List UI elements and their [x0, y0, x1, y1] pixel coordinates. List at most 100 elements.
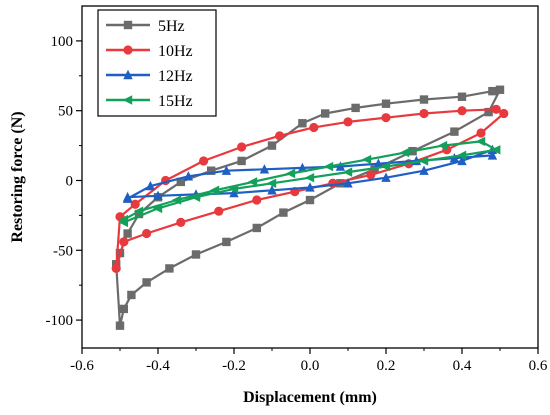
data-point: [380, 161, 391, 172]
data-point: [118, 214, 128, 225]
data-point: [252, 195, 262, 205]
x-tick-label: -0.6: [70, 358, 94, 374]
data-point: [119, 304, 128, 314]
y-tick-label: -50: [53, 243, 73, 259]
data-point: [298, 119, 307, 128]
data-point: [419, 108, 429, 119]
data-point: [418, 156, 429, 166]
y-tick-label: 50: [58, 104, 73, 120]
data-point: [366, 170, 376, 180]
data-point: [381, 172, 391, 182]
data-point: [267, 185, 277, 195]
data-point: [214, 206, 224, 216]
data-point: [285, 168, 296, 179]
x-tick-label: 0.4: [453, 358, 472, 374]
data-point: [134, 209, 144, 219]
y-tick-label: 100: [51, 34, 74, 50]
data-point: [361, 154, 372, 165]
data-point: [222, 237, 231, 247]
legend-item-15hz: 15Hz: [106, 93, 193, 110]
x-tick-label: -0.2: [222, 358, 246, 374]
data-point: [209, 185, 220, 195]
data-point: [419, 165, 429, 175]
data-point: [321, 109, 330, 118]
data-point: [183, 171, 194, 181]
data-point: [309, 122, 319, 133]
data-point: [142, 278, 151, 287]
data-point: [343, 117, 353, 127]
data-point: [335, 161, 346, 171]
data-point: [259, 164, 270, 174]
x-tick-label: -0.4: [146, 358, 170, 374]
data-point: [456, 150, 467, 161]
data-point: [176, 177, 185, 187]
data-point: [142, 228, 152, 239]
data-point: [279, 208, 288, 217]
series-line: [115, 88, 502, 326]
data-point: [457, 92, 467, 101]
data-point: [123, 229, 132, 238]
data-point: [123, 20, 133, 30]
data-point: [153, 190, 163, 201]
series-12hz: [122, 144, 498, 203]
legend-item-10hz: 10Hz: [106, 43, 193, 60]
data-point: [323, 161, 334, 172]
data-point: [343, 178, 353, 188]
legend-label: 15Hz: [158, 93, 193, 110]
series-layer: [111, 85, 509, 330]
data-point: [228, 184, 239, 194]
data-point: [127, 290, 136, 300]
data-point: [381, 99, 391, 108]
data-point: [450, 127, 459, 136]
data-point: [122, 193, 133, 203]
data-point: [491, 145, 501, 155]
data-point: [229, 187, 239, 198]
data-point: [419, 95, 429, 104]
data-point: [191, 250, 201, 259]
y-axis-ticks: -100 -50 0 50 100: [46, 34, 82, 329]
data-point: [190, 192, 201, 202]
data-point: [123, 69, 133, 80]
data-point: [499, 108, 509, 119]
data-point: [399, 147, 410, 158]
data-point: [199, 156, 209, 166]
data-point: [370, 165, 379, 174]
data-point: [267, 141, 277, 150]
data-point: [275, 131, 285, 141]
legend-item-5hz: 5Hz: [106, 18, 185, 35]
legend-label: 10Hz: [158, 43, 193, 60]
y-tick-label: 0: [66, 173, 74, 189]
data-point: [351, 103, 360, 113]
data-point: [152, 203, 163, 214]
x-tick-label: 0.0: [301, 358, 320, 374]
data-point: [115, 321, 125, 330]
data-point: [123, 45, 133, 55]
data-point: [305, 182, 315, 192]
data-point: [247, 177, 258, 187]
legend-label: 12Hz: [158, 68, 193, 85]
series-15hz: [118, 136, 501, 228]
data-point: [165, 264, 174, 273]
data-point: [475, 136, 486, 147]
data-point: [491, 104, 501, 114]
data-point: [449, 152, 460, 163]
x-tick-label: 0.2: [377, 358, 396, 374]
data-point: [488, 86, 497, 96]
data-point: [176, 217, 186, 227]
data-point: [328, 178, 338, 188]
legend-box: [97, 9, 217, 117]
data-point: [381, 113, 391, 123]
data-point: [476, 128, 486, 138]
legend: 5Hz 10Hz 12Hz 15Hz: [97, 9, 217, 117]
x-tick-label: 0.6: [529, 358, 548, 374]
data-point: [342, 167, 353, 177]
data-point: [437, 140, 448, 151]
legend-label: 5Hz: [158, 18, 185, 35]
data-point: [495, 85, 505, 94]
data-point: [305, 195, 315, 205]
y-tick-label: -100: [46, 313, 74, 329]
data-point: [457, 106, 467, 116]
data-point: [133, 206, 144, 216]
y-axis-title: Restoring force (N): [9, 111, 26, 242]
